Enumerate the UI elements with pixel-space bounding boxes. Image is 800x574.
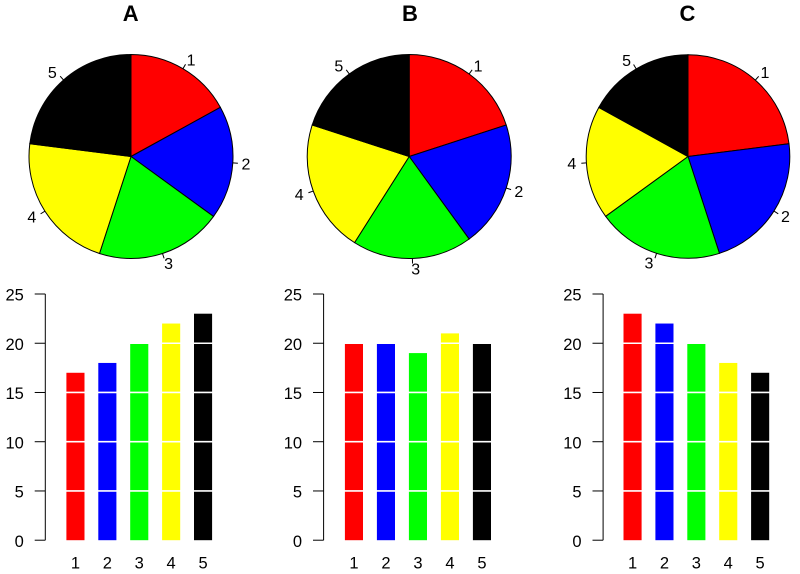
svg-text:1: 1 bbox=[349, 555, 358, 573]
svg-text:5: 5 bbox=[293, 484, 302, 502]
svg-text:10: 10 bbox=[284, 434, 302, 452]
svg-text:A: A bbox=[123, 1, 139, 26]
svg-text:20: 20 bbox=[5, 336, 23, 354]
svg-text:1: 1 bbox=[761, 65, 770, 82]
svg-text:25: 25 bbox=[284, 287, 302, 305]
svg-text:1: 1 bbox=[187, 53, 196, 70]
svg-text:3: 3 bbox=[644, 256, 653, 273]
svg-text:2: 2 bbox=[103, 555, 112, 573]
svg-text:4: 4 bbox=[724, 555, 733, 573]
svg-text:4: 4 bbox=[27, 209, 36, 226]
svg-text:3: 3 bbox=[413, 555, 422, 573]
svg-text:4: 4 bbox=[167, 555, 176, 573]
svg-text:1: 1 bbox=[71, 555, 80, 573]
svg-text:20: 20 bbox=[563, 336, 581, 354]
svg-text:25: 25 bbox=[5, 287, 23, 305]
svg-text:3: 3 bbox=[135, 555, 144, 573]
svg-text:5: 5 bbox=[48, 65, 57, 82]
svg-text:4: 4 bbox=[445, 555, 454, 573]
svg-text:15: 15 bbox=[563, 385, 581, 403]
svg-text:10: 10 bbox=[563, 434, 581, 452]
svg-text:2: 2 bbox=[660, 555, 669, 573]
svg-text:10: 10 bbox=[5, 434, 23, 452]
svg-text:2: 2 bbox=[241, 156, 250, 173]
svg-text:25: 25 bbox=[563, 287, 581, 305]
svg-text:3: 3 bbox=[411, 261, 420, 278]
svg-text:2: 2 bbox=[514, 184, 523, 201]
svg-text:4: 4 bbox=[567, 156, 576, 173]
svg-text:5: 5 bbox=[572, 484, 581, 502]
svg-text:1: 1 bbox=[628, 555, 637, 573]
svg-text:0: 0 bbox=[15, 533, 24, 551]
svg-text:3: 3 bbox=[692, 555, 701, 573]
svg-text:2: 2 bbox=[381, 555, 390, 573]
svg-text:5: 5 bbox=[756, 555, 765, 573]
svg-text:2: 2 bbox=[781, 209, 790, 226]
svg-text:5: 5 bbox=[622, 53, 631, 70]
svg-text:1: 1 bbox=[474, 58, 483, 75]
svg-text:5: 5 bbox=[15, 484, 24, 502]
svg-text:B: B bbox=[402, 1, 418, 26]
svg-text:5: 5 bbox=[477, 555, 486, 573]
svg-text:0: 0 bbox=[293, 533, 302, 551]
svg-text:5: 5 bbox=[334, 58, 343, 75]
svg-text:4: 4 bbox=[295, 187, 304, 204]
svg-text:15: 15 bbox=[5, 385, 23, 403]
svg-text:C: C bbox=[680, 1, 696, 26]
svg-text:20: 20 bbox=[284, 336, 302, 354]
svg-text:3: 3 bbox=[164, 256, 173, 273]
svg-text:5: 5 bbox=[198, 555, 207, 573]
svg-text:0: 0 bbox=[572, 533, 581, 551]
svg-text:15: 15 bbox=[284, 385, 302, 403]
